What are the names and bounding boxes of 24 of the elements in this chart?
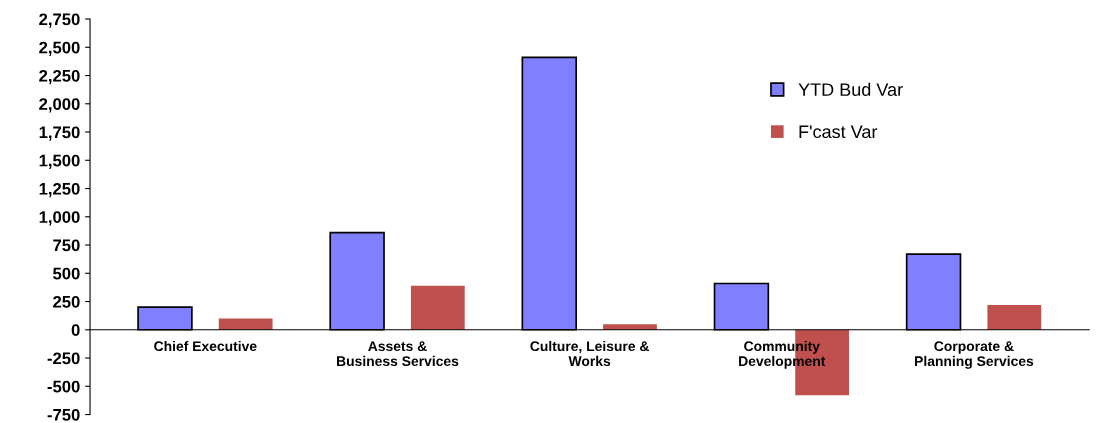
y-tick-label: 500 bbox=[53, 267, 80, 280]
y-tick-label: 2,750 bbox=[39, 13, 80, 28]
x-tick-label: Chief Executive bbox=[154, 340, 257, 352]
x-tick-label: Assets & Business Services bbox=[337, 341, 459, 367]
y-tick-label: -500 bbox=[47, 380, 80, 393]
x-tick-label: Corporate & Planning Services bbox=[915, 341, 1034, 369]
y-tick-label: -250 bbox=[47, 352, 80, 365]
y-tick-label: -750 bbox=[47, 408, 80, 421]
y-tick-label: 1,500 bbox=[39, 154, 80, 169]
bar bbox=[218, 318, 273, 330]
x-tick-label: Culture, Leisure & Works bbox=[530, 340, 650, 367]
bar bbox=[987, 304, 1042, 330]
legend-label: F'cast Var bbox=[799, 125, 878, 139]
bar bbox=[410, 285, 465, 330]
y-tick-label: 250 bbox=[53, 295, 80, 308]
y-tick-label: 1,000 bbox=[39, 211, 80, 226]
y-tick-label: 1,250 bbox=[39, 182, 80, 198]
y-tick-label: 2,500 bbox=[39, 41, 80, 56]
y-tick-label: 2,000 bbox=[39, 98, 80, 113]
y-tick-label: 1,750 bbox=[39, 126, 80, 141]
y-tick-label: 750 bbox=[53, 239, 80, 252]
y-tick-label: 2,250 bbox=[39, 69, 80, 85]
y-tick-label: 0 bbox=[71, 324, 80, 336]
legend-label: YTD Bud Var bbox=[798, 82, 903, 97]
